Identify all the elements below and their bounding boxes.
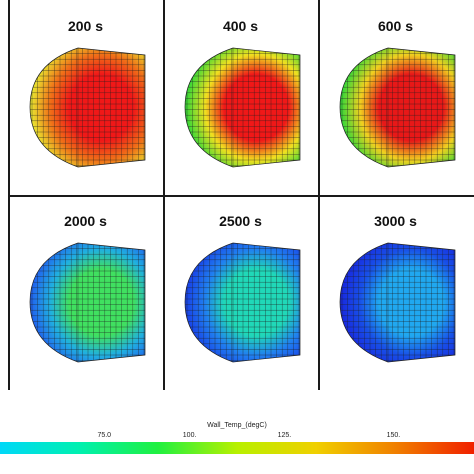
colorbar-tick-2: 100. bbox=[182, 432, 197, 439]
frame-mesh-4 bbox=[29, 242, 146, 363]
colorbar-tick-1: 75.0 bbox=[97, 432, 112, 439]
grid-line-h bbox=[8, 195, 474, 197]
frames-grid: 200 s 400 s 600 s 2000 s 2500 s 3000 s bbox=[8, 0, 474, 390]
colorbar-tick-4: 150. bbox=[386, 432, 401, 439]
frame-time-label: 2000 s bbox=[64, 213, 107, 229]
colorbar-tick-3: 125. bbox=[277, 432, 292, 439]
frame-mesh-1 bbox=[29, 47, 146, 168]
colorbar-title: Wall_Temp_(degC) bbox=[207, 422, 267, 429]
frame-1: 200 s bbox=[8, 0, 163, 195]
colorbar: Wall_Temp_(degC) 75.0 100. 125. 150. bbox=[0, 400, 474, 474]
frame-6: 3000 s bbox=[318, 195, 473, 390]
frame-time-label: 2500 s bbox=[219, 213, 262, 229]
frame-5: 2500 s bbox=[163, 195, 318, 390]
frame-2: 400 s bbox=[163, 0, 318, 195]
frame-mesh-3 bbox=[339, 47, 456, 168]
frame-time-label: 3000 s bbox=[374, 213, 417, 229]
frame-time-label: 200 s bbox=[67, 18, 104, 34]
frame-mesh-5 bbox=[184, 242, 301, 363]
colorbar-gradient bbox=[0, 442, 474, 454]
frame-mesh-6 bbox=[339, 242, 456, 363]
frame-time-label: 400 s bbox=[222, 18, 259, 34]
frame-3: 600 s bbox=[318, 0, 473, 195]
frame-time-label: 600 s bbox=[377, 18, 414, 34]
frame-4: 2000 s bbox=[8, 195, 163, 390]
frame-mesh-2 bbox=[184, 47, 301, 168]
